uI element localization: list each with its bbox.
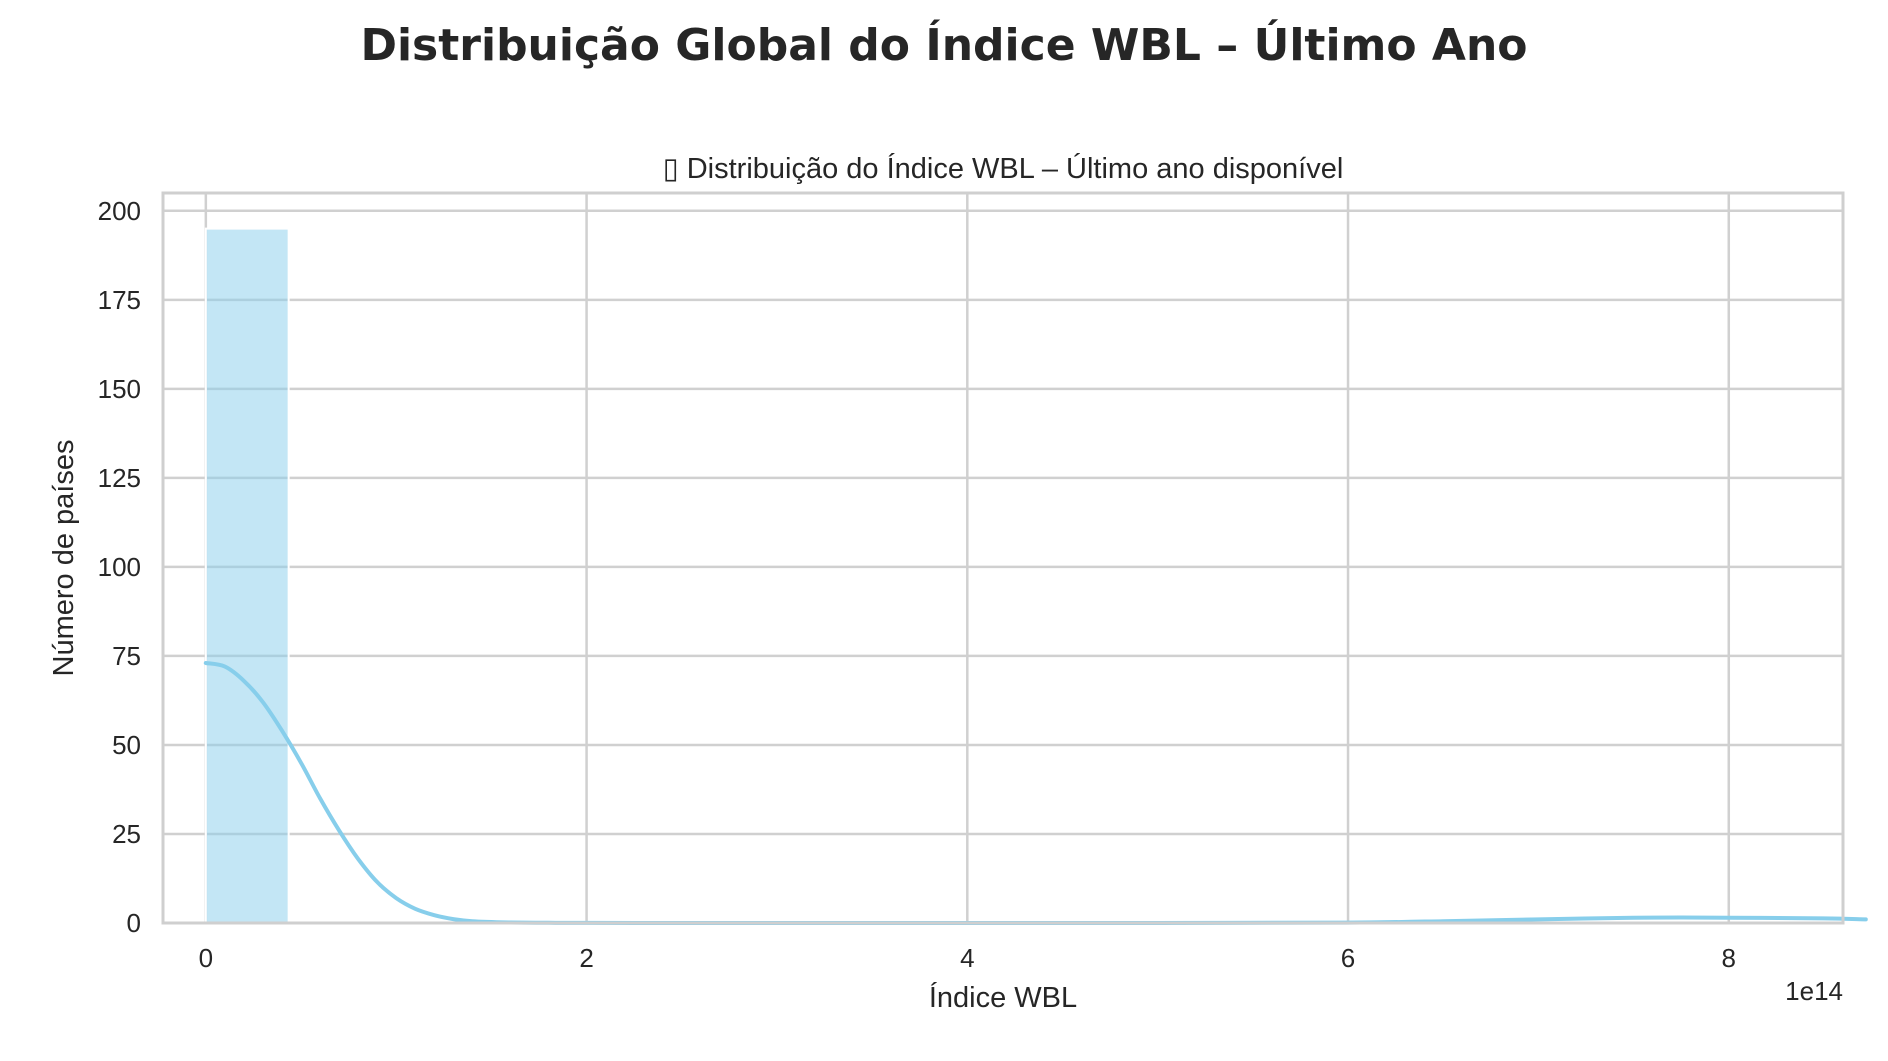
y-tick-label-0: 0 [127,908,141,938]
histogram-bar-0 [204,227,290,925]
x-tick-label-2: 2 [579,943,593,973]
x-tick-label-6: 6 [1341,943,1355,973]
y-tick-label-75: 75 [112,641,141,671]
y-tick-label-50: 50 [112,730,141,760]
y-tick-label-150: 150 [98,374,141,404]
x-axis-label: Índice WBL [929,981,1077,1014]
x-tick-label-8: 8 [1722,943,1736,973]
y-tick-label-200: 200 [98,196,141,226]
y-tick-label-25: 25 [112,819,141,849]
chart-title: ▯ Distribuição do Índice WBL – Último an… [663,152,1344,185]
x-axis-offset-text: 1e14 [1785,976,1843,1006]
y-tick-label-100: 100 [98,552,141,582]
x-axis-ticks: 0 2 4 6 8 [199,943,1736,973]
plot-frame [161,191,1845,925]
kde-curve-group [203,661,1868,926]
x-tick-label-0: 0 [199,943,213,973]
x-tick-label-4: 4 [960,943,974,973]
histogram-bars [204,227,290,925]
y-tick-label-175: 175 [98,285,141,315]
y-axis-ticks: 0 25 50 75 100 125 150 175 200 [98,196,141,938]
y-tick-label-125: 125 [98,463,141,493]
y-axis-label: Número de países [48,440,80,677]
kde-curve [203,661,1868,926]
figure-suptitle: Distribuição Global do Índice WBL – Últi… [360,18,1527,71]
grid-lines [163,193,1843,925]
